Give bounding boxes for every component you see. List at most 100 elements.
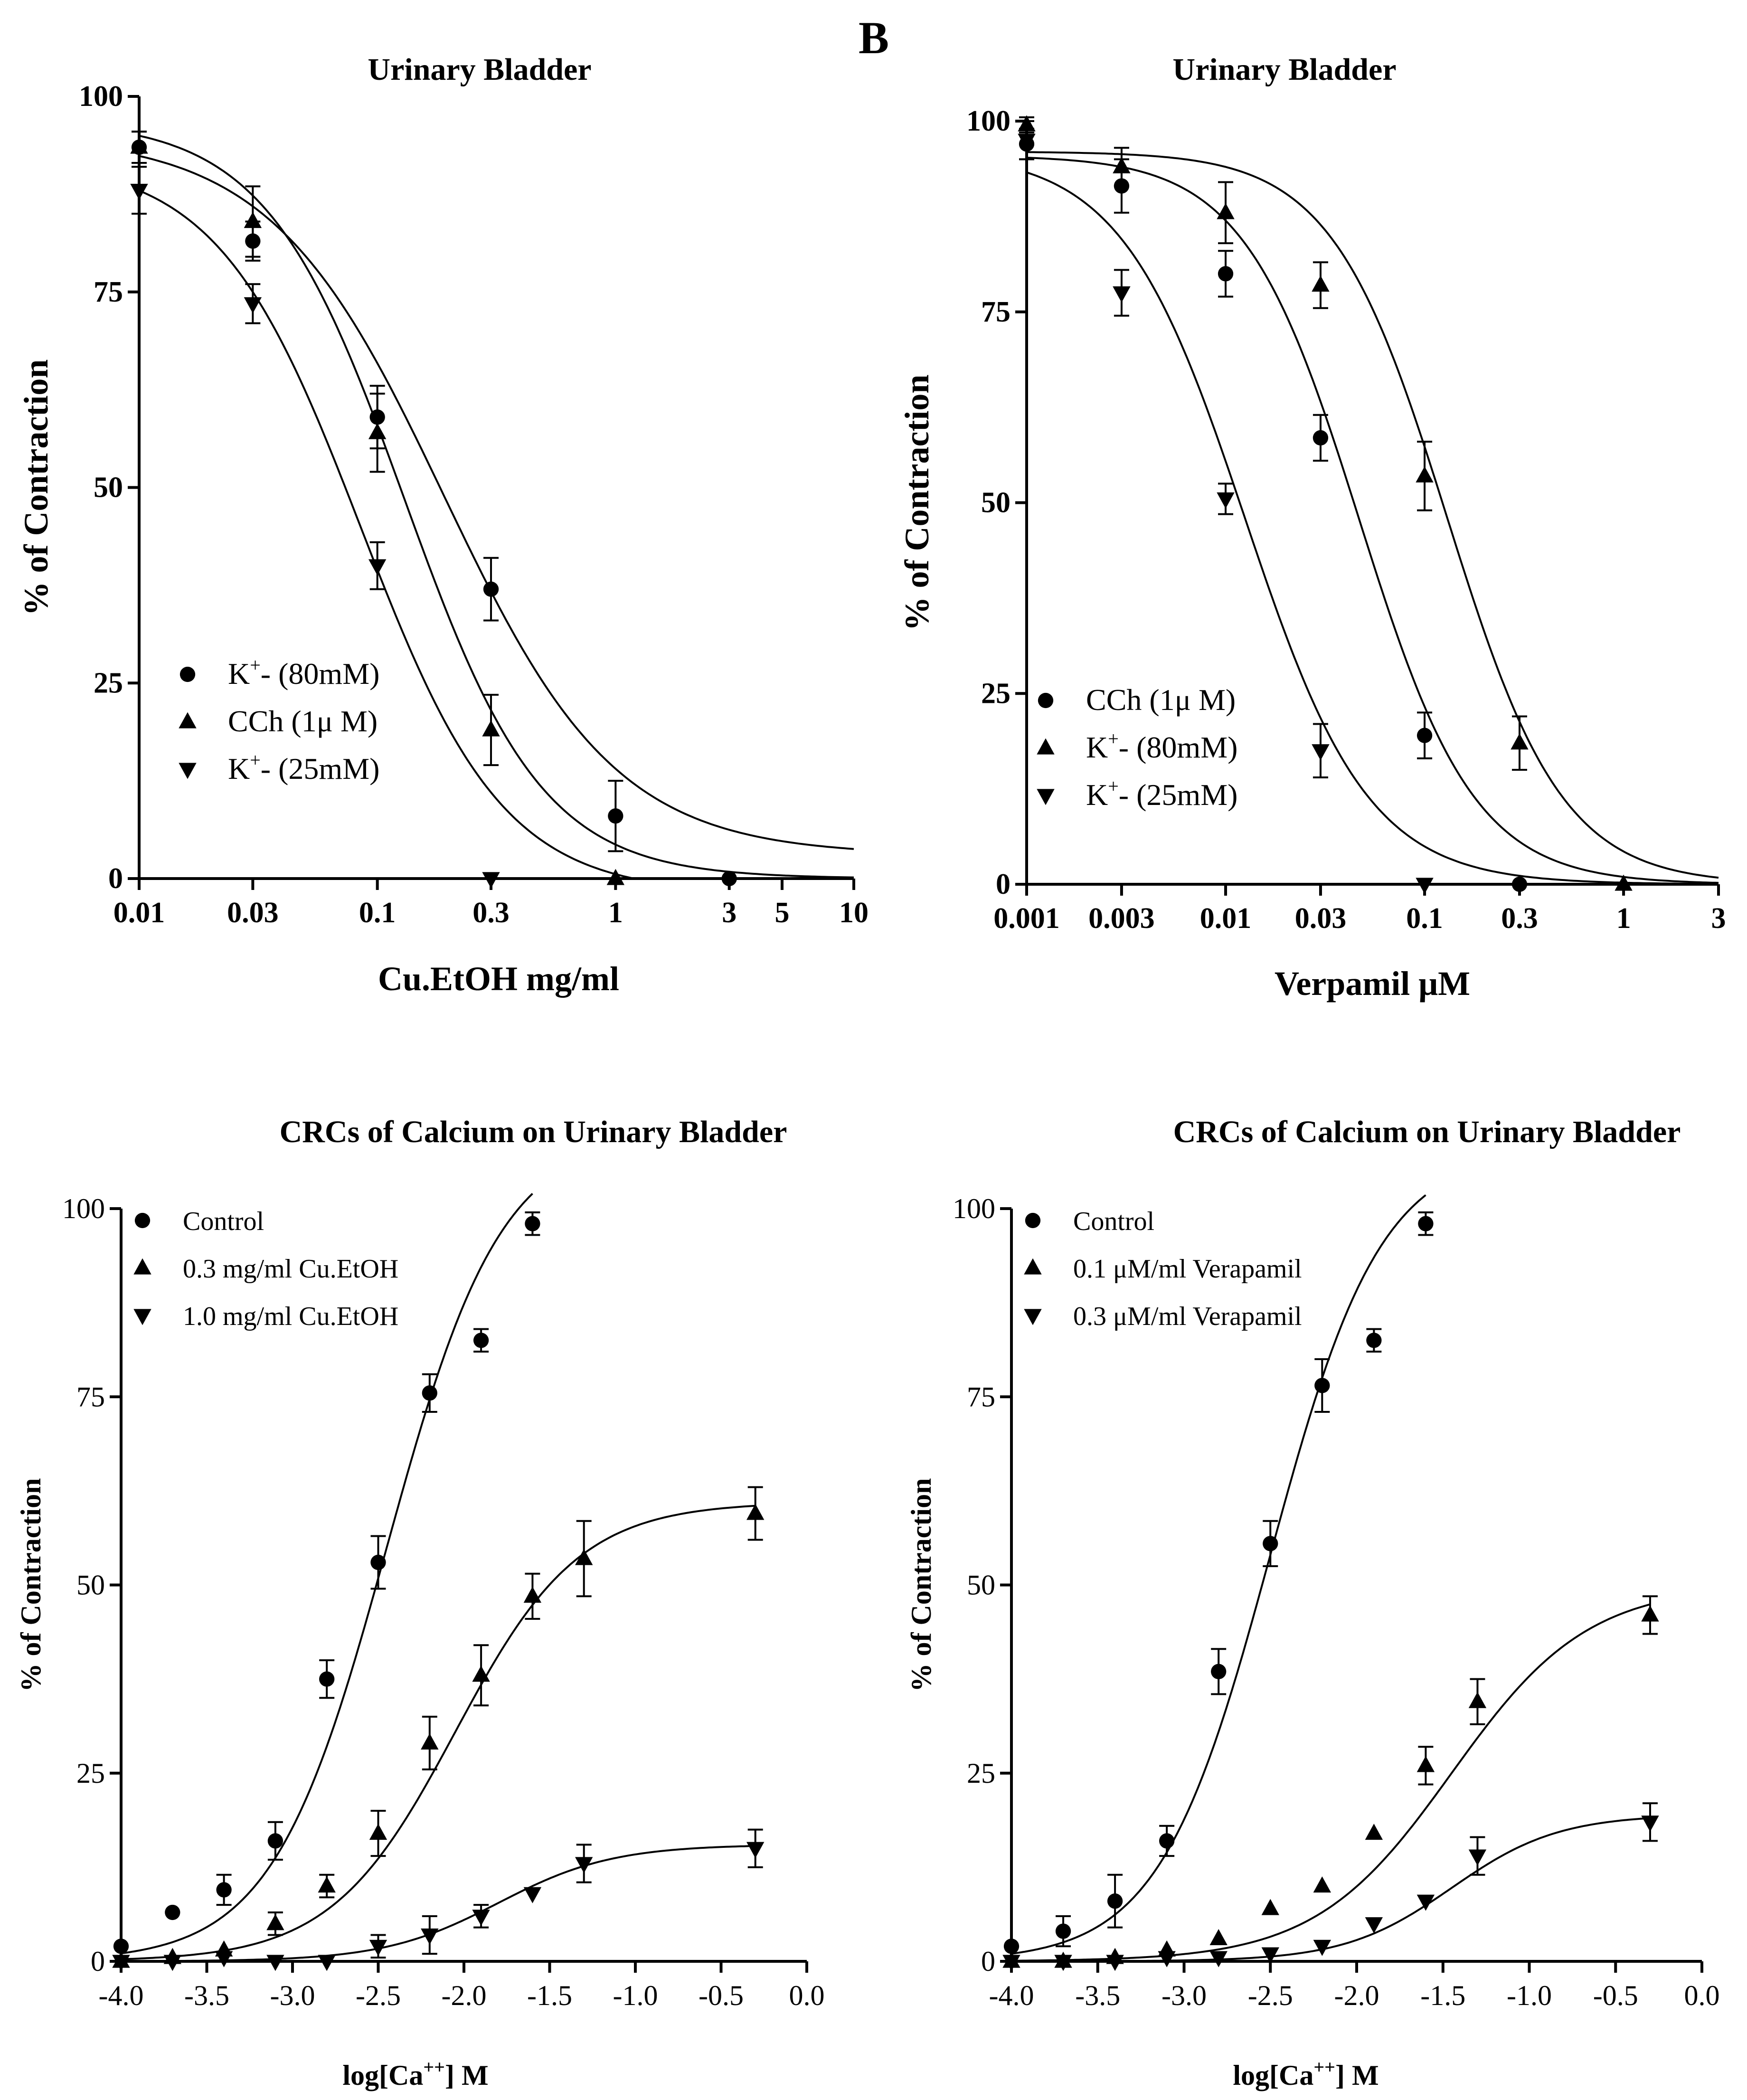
legend-label: K+- (80mM) bbox=[1086, 728, 1237, 764]
data-point bbox=[421, 1928, 439, 1945]
y-axis-label: % of Contraction bbox=[898, 375, 936, 631]
x-tick-label: 0.001 bbox=[993, 902, 1060, 935]
data-point bbox=[319, 1671, 335, 1687]
legend-item-0-3-m-ml-verapamil: 0.3 μM/ml Verapamil bbox=[1024, 1302, 1302, 1331]
legend-marker bbox=[133, 1258, 151, 1275]
data-point bbox=[1313, 1876, 1331, 1893]
data-point bbox=[1113, 157, 1131, 174]
legend-label-main: K bbox=[1086, 730, 1108, 764]
legend-item-k-25mm: K+- (25mM) bbox=[1037, 776, 1237, 812]
legend-label-main: 0.3 μM/ml Verapamil bbox=[1073, 1302, 1302, 1331]
data-point bbox=[368, 423, 387, 439]
y-tick-label: 50 bbox=[76, 1570, 105, 1601]
legend-item-cch-1-m: CCh (1μ M) bbox=[179, 704, 378, 738]
legend-label-main: Control bbox=[183, 1207, 264, 1236]
data-point bbox=[1217, 203, 1235, 219]
data-point bbox=[1416, 878, 1434, 894]
legend-label-main: K bbox=[1086, 778, 1108, 812]
data-point bbox=[112, 1955, 130, 1971]
legend-label: 0.3 mg/ml Cu.EtOH bbox=[183, 1254, 398, 1284]
legend-item-k-80mm: K+- (80mM) bbox=[179, 654, 379, 691]
y-tick-label: 75 bbox=[967, 1381, 995, 1412]
data-point bbox=[1312, 275, 1330, 292]
y-tick-label: 0 bbox=[108, 862, 123, 895]
data-point bbox=[1018, 133, 1036, 150]
y-tick-label: 25 bbox=[967, 1758, 995, 1789]
legend-label-main: Control bbox=[1073, 1207, 1154, 1236]
x-tick-label: 0.3 bbox=[472, 897, 510, 929]
x-tick-label: -0.5 bbox=[1593, 1980, 1638, 2011]
data-point bbox=[482, 872, 500, 889]
data-point bbox=[1418, 1216, 1434, 1231]
y-tick-label: 75 bbox=[76, 1381, 105, 1412]
data-point bbox=[1218, 266, 1234, 282]
legend-item-0-3-mg-ml-cu-etoh: 0.3 mg/ml Cu.EtOH bbox=[133, 1254, 398, 1284]
legend-label: Control bbox=[1073, 1207, 1154, 1236]
x-tick-label: -4.0 bbox=[989, 1980, 1034, 2011]
legend-label-main: CCh (1μ M) bbox=[228, 704, 378, 738]
data-point bbox=[267, 1833, 283, 1849]
fit-curve bbox=[139, 155, 854, 850]
data-point bbox=[422, 1385, 437, 1401]
x-tick-label: -1.0 bbox=[613, 1980, 658, 2011]
x-tick-label: 0.3 bbox=[1501, 902, 1538, 935]
data-point bbox=[1366, 1333, 1382, 1348]
data-point bbox=[1113, 286, 1131, 303]
data-point bbox=[746, 1842, 765, 1858]
data-point bbox=[369, 1939, 387, 1956]
data-point bbox=[1209, 1929, 1228, 1946]
panel-label: B bbox=[859, 12, 889, 63]
legend-label: 1.0 mg/ml Cu.EtOH bbox=[183, 1302, 398, 1331]
data-point bbox=[1641, 1605, 1659, 1622]
x-tick-label: 3 bbox=[722, 897, 737, 929]
x-tick-label: 0.0 bbox=[789, 1980, 825, 2011]
data-point bbox=[1055, 1923, 1071, 1939]
legend-marker bbox=[179, 666, 196, 682]
legend-marker bbox=[1038, 692, 1054, 709]
data-point bbox=[1261, 1899, 1279, 1915]
series-k-25mm bbox=[130, 166, 633, 889]
fit-curve bbox=[1026, 171, 1712, 885]
x-tick-label: 0.003 bbox=[1088, 902, 1155, 935]
legend-label-superscript: + bbox=[1108, 728, 1119, 749]
y-axis-label: % of Contraction bbox=[15, 1478, 47, 1692]
y-tick-label: 0 bbox=[996, 868, 1010, 900]
data-point bbox=[1641, 1816, 1659, 1832]
data-point bbox=[472, 1665, 490, 1682]
series-k-25mm bbox=[1018, 120, 1712, 894]
data-point bbox=[1263, 1536, 1278, 1551]
y-tick-label: 75 bbox=[981, 296, 1010, 328]
data-point bbox=[113, 1939, 129, 1954]
x-tick-label: 0.03 bbox=[227, 897, 279, 929]
legend-label-superscript: + bbox=[250, 654, 261, 676]
chart-title: CRCs of Calcium on Urinary Bladder bbox=[1173, 1115, 1681, 1149]
y-tick-label: 0 bbox=[981, 1946, 995, 1977]
legend-label-superscript: + bbox=[1108, 776, 1119, 797]
legend-marker bbox=[1037, 789, 1055, 805]
legend-item-0-1-m-ml-verapamil: 0.1 μM/ml Verapamil bbox=[1024, 1254, 1302, 1284]
data-point bbox=[266, 1955, 284, 1971]
data-point bbox=[1217, 492, 1235, 509]
legend-item-cch-1-m: CCh (1μ M) bbox=[1038, 683, 1236, 717]
x-tick-label: 0.01 bbox=[113, 897, 165, 929]
legend-label-main: K bbox=[228, 657, 250, 691]
y-tick-label: 100 bbox=[966, 105, 1010, 137]
data-point bbox=[421, 1733, 439, 1750]
x-tick-label: -3.0 bbox=[1162, 1980, 1207, 2011]
data-point bbox=[473, 1333, 489, 1348]
x-axis-label-main: log[Ca bbox=[1233, 2060, 1313, 2091]
data-point bbox=[1106, 1955, 1124, 1971]
legend-item-1-0-mg-ml-cu-etoh: 1.0 mg/ml Cu.EtOH bbox=[133, 1302, 398, 1331]
x-axis-label-rest: ] M bbox=[1335, 2060, 1379, 2091]
y-tick-label: 25 bbox=[76, 1758, 105, 1789]
data-point bbox=[163, 1955, 181, 1971]
data-point bbox=[608, 808, 623, 824]
data-point bbox=[1511, 733, 1529, 750]
chart-title: Urinary Bladder bbox=[1172, 52, 1396, 87]
series-control bbox=[113, 1192, 540, 1955]
fit-curve bbox=[139, 189, 633, 880]
data-point bbox=[1365, 1917, 1383, 1934]
x-tick-label: 5 bbox=[774, 897, 789, 929]
x-tick-label: 0.1 bbox=[1406, 902, 1443, 935]
data-point bbox=[1468, 1692, 1487, 1708]
